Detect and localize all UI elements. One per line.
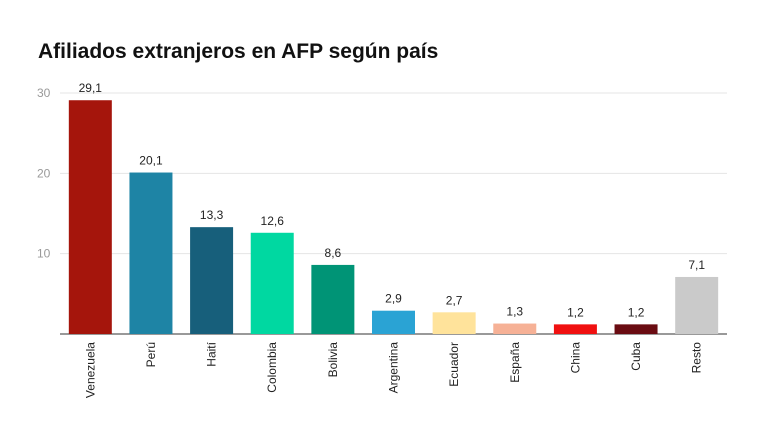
y-tick-label: 20	[37, 166, 51, 180]
value-label: 2,9	[385, 292, 402, 306]
bar-cuba	[614, 324, 658, 334]
bar-haití	[190, 227, 234, 334]
category-label: Argentina	[387, 342, 401, 394]
bar-ecuador	[432, 312, 476, 334]
bar-perú	[129, 172, 173, 334]
category-label: Cuba	[629, 342, 643, 371]
value-label: 2,7	[446, 293, 463, 307]
bar-españa	[493, 323, 537, 334]
category-label: Perú	[144, 342, 158, 367]
bar-colombia	[250, 232, 294, 334]
bar-bolivia	[311, 264, 355, 334]
category-label: Haití	[205, 341, 219, 366]
value-label: 13,3	[200, 208, 224, 222]
category-label: Bolivia	[326, 342, 340, 378]
value-label: 12,6	[261, 214, 285, 228]
chart-title: Afiliados extranjeros en AFP según país	[38, 40, 439, 63]
value-label: 20,1	[139, 154, 163, 168]
value-label: 7,1	[688, 258, 705, 272]
category-label: China	[568, 342, 582, 374]
value-label: 8,6	[325, 246, 342, 260]
bar-china	[553, 324, 597, 334]
bar-argentina	[372, 310, 415, 334]
bar-resto	[675, 276, 719, 334]
category-label: Ecuador	[447, 342, 461, 387]
y-tick-label: 30	[37, 86, 51, 100]
value-label: 1,3	[506, 305, 523, 319]
value-label: 1,2	[628, 305, 645, 319]
y-tick-label: 10	[37, 247, 51, 261]
category-label: Venezuela	[83, 342, 97, 398]
category-label: Resto	[690, 342, 704, 374]
category-label: España	[508, 342, 522, 383]
category-label: Colombia	[265, 342, 279, 393]
bar-venezuela	[68, 100, 112, 334]
value-label: 1,2	[567, 305, 584, 319]
value-label: 29,1	[79, 81, 103, 95]
